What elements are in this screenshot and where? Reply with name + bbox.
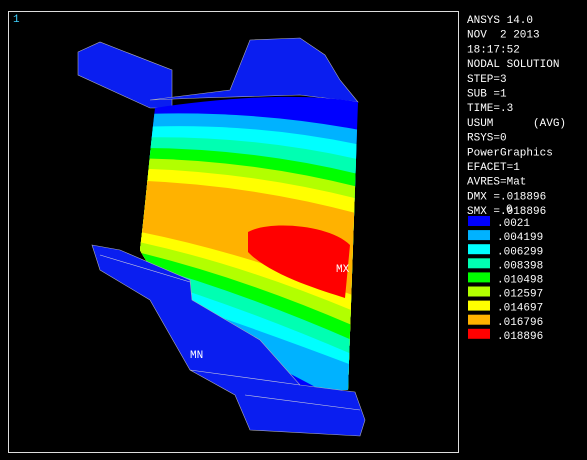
legend-label: .010498 [497, 275, 543, 287]
legend-swatch [468, 216, 490, 226]
info-line: RSYS=0 [467, 133, 507, 145]
legend-swatch [468, 272, 490, 282]
legend-swatch [468, 287, 490, 297]
legend-swatch [468, 258, 490, 268]
legend-label: .006299 [497, 246, 543, 258]
legend-swatch [468, 315, 490, 325]
legend-swatch [468, 230, 490, 240]
max-label: MX [336, 264, 350, 276]
info-line: ANSYS 14.0 [467, 15, 533, 27]
min-label: MN [190, 350, 203, 362]
info-line: TIME=.3 [467, 103, 513, 115]
window-number: 1 [13, 14, 20, 26]
legend-label: .018896 [497, 331, 543, 343]
info-line: 18:17:52 [467, 44, 520, 56]
info-line: PowerGraphics [467, 147, 553, 159]
legend-label: .008398 [497, 260, 543, 272]
info-line: NOV 2 2013 [467, 30, 540, 42]
legend-label: .014697 [497, 303, 543, 315]
legend-swatch [468, 329, 490, 339]
legend-label: 0 [506, 204, 513, 216]
info-line: USUM (AVG) [467, 118, 566, 130]
legend-label: .004199 [497, 232, 543, 244]
ansys-window: 1 MX MN ANSYS 14.0 NOV 2 2013 18:17:52 [0, 0, 587, 460]
info-line: NODAL SOLUTION [467, 59, 559, 71]
legend-label: .0021 [497, 218, 530, 230]
info-line: SUB =1 [467, 89, 507, 101]
legend-label: .012597 [497, 289, 543, 301]
info-line: EFACET=1 [467, 162, 520, 174]
info-line: STEP=3 [467, 74, 507, 86]
legend-swatch [468, 301, 490, 311]
legend-swatch [468, 244, 490, 254]
info-line: AVRES=Mat [467, 177, 526, 189]
info-line: DMX =.018896 [467, 191, 546, 203]
legend-label: .016796 [497, 317, 543, 329]
